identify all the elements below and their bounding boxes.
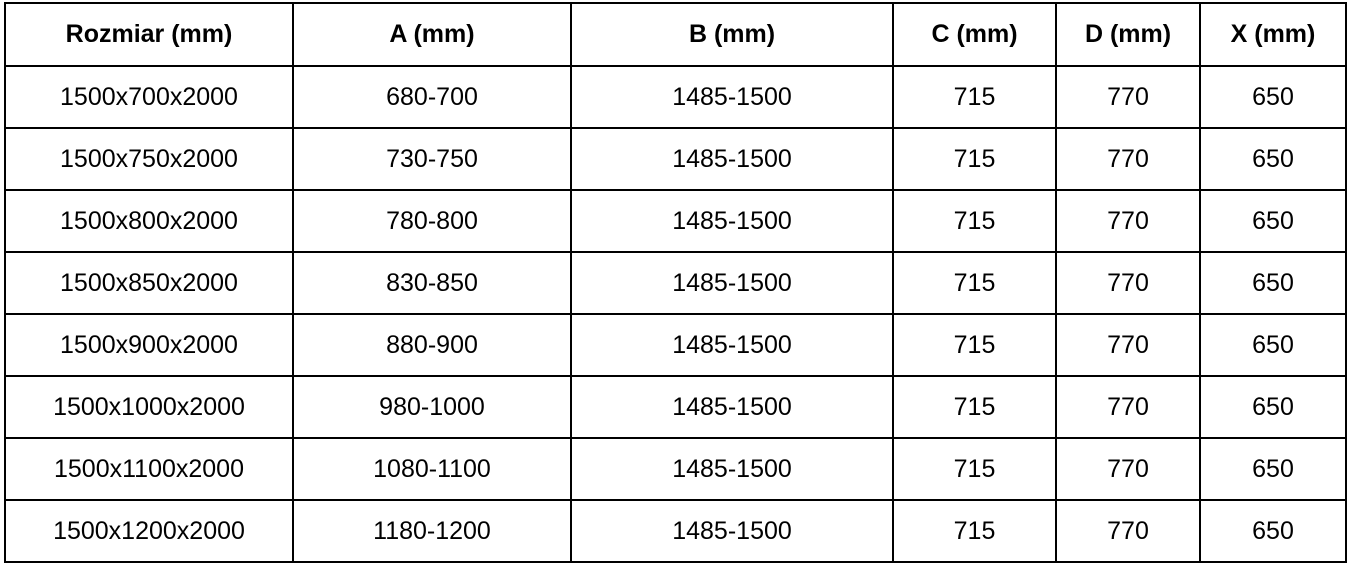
table-cell: 1485-1500	[570, 437, 894, 501]
table-cell: 650	[1199, 251, 1347, 315]
table-cell: 770	[1055, 251, 1201, 315]
table-cell: 770	[1055, 313, 1201, 377]
table-cell: 1180-1200	[292, 499, 572, 563]
dimensions-table: Rozmiar (mm) A (mm) B (mm) C (mm) D (mm) X (m…	[4, 2, 1347, 563]
table-cell: 1485-1500	[570, 189, 894, 253]
table-cell: 1485-1500	[570, 375, 894, 439]
column-header: D (mm)	[1055, 2, 1201, 67]
table-cell: 1080-1100	[292, 437, 572, 501]
table-cell: 715	[892, 313, 1057, 377]
table-row: 1500x1200x2000 1180-1200 1485-1500 715 770 65…	[4, 499, 1347, 563]
column-header: C (mm)	[892, 2, 1057, 67]
table-cell: 1500x1100x2000	[4, 437, 294, 501]
table-cell: 980-1000	[292, 375, 572, 439]
table-cell: 715	[892, 375, 1057, 439]
table-cell: 650	[1199, 437, 1347, 501]
table-cell: 1485-1500	[570, 313, 894, 377]
table-cell: 1500x850x2000	[4, 251, 294, 315]
table-cell: 1500x700x2000	[4, 65, 294, 129]
table-cell: 1500x1000x2000	[4, 375, 294, 439]
table-cell: 715	[892, 127, 1057, 191]
table-cell: 650	[1199, 189, 1347, 253]
table-cell: 1485-1500	[570, 251, 894, 315]
table-cell: 1500x900x2000	[4, 313, 294, 377]
table-row: 1500x850x2000 830-850 1485-1500 715 770 650	[4, 251, 1347, 315]
table-cell: 1500x800x2000	[4, 189, 294, 253]
table-row: 1500x800x2000 780-800 1485-1500 715 770 650	[4, 189, 1347, 253]
table-row: 1500x750x2000 730-750 1485-1500 715 770 650	[4, 127, 1347, 191]
column-header: B (mm)	[570, 2, 894, 67]
table-cell: 770	[1055, 499, 1201, 563]
table-cell: 715	[892, 65, 1057, 129]
table-row: 1500x1100x2000 1080-1100 1485-1500 715 770 65…	[4, 437, 1347, 501]
table-cell: 650	[1199, 65, 1347, 129]
table-cell: 715	[892, 251, 1057, 315]
table-cell: 770	[1055, 375, 1201, 439]
table-cell: 650	[1199, 499, 1347, 563]
table-cell: 715	[892, 189, 1057, 253]
table-body: 1500x700x2000 680-700 1485-1500 715 770 650 15…	[4, 65, 1347, 563]
table-cell: 715	[892, 437, 1057, 501]
table-cell: 770	[1055, 437, 1201, 501]
table-cell: 1485-1500	[570, 127, 894, 191]
table-cell: 680-700	[292, 65, 572, 129]
table-cell: 770	[1055, 127, 1201, 191]
table-cell: 830-850	[292, 251, 572, 315]
table-cell: 715	[892, 499, 1057, 563]
table-cell: 1485-1500	[570, 65, 894, 129]
table-cell: 730-750	[292, 127, 572, 191]
column-header: A (mm)	[292, 2, 572, 67]
table-cell: 650	[1199, 313, 1347, 377]
column-header: Rozmiar (mm)	[4, 2, 294, 67]
table-cell: 650	[1199, 127, 1347, 191]
table-cell: 1500x750x2000	[4, 127, 294, 191]
table-row: 1500x900x2000 880-900 1485-1500 715 770 650	[4, 313, 1347, 377]
table-cell: 780-800	[292, 189, 572, 253]
table-row: 1500x700x2000 680-700 1485-1500 715 770 650	[4, 65, 1347, 129]
table-cell: 650	[1199, 375, 1347, 439]
table-cell: 770	[1055, 65, 1201, 129]
column-header: X (mm)	[1199, 2, 1347, 67]
table-cell: 1500x1200x2000	[4, 499, 294, 563]
header-row: Rozmiar (mm) A (mm) B (mm) C (mm) D (mm) X (m…	[4, 2, 1347, 67]
table-cell: 880-900	[292, 313, 572, 377]
table-cell: 1485-1500	[570, 499, 894, 563]
table-cell: 770	[1055, 189, 1201, 253]
table-row: 1500x1000x2000 980-1000 1485-1500 715 770 650	[4, 375, 1347, 439]
